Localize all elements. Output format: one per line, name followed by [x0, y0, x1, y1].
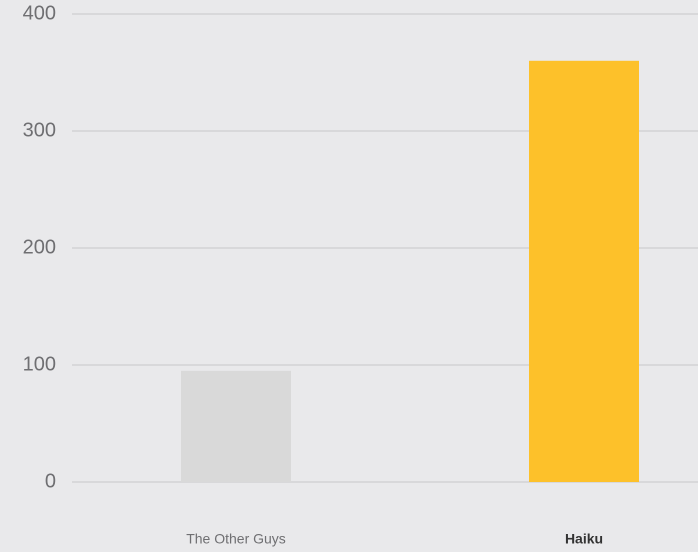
x-tick-label: Haiku: [565, 531, 603, 547]
y-tick-label: 100: [23, 353, 56, 375]
bar: [529, 60, 639, 483]
x-tick-label: The Other Guys: [186, 531, 286, 547]
y-tick-label: 200: [23, 236, 56, 258]
y-tick-label: 300: [23, 119, 56, 141]
bar: [181, 370, 291, 482]
y-tick-label: 400: [23, 2, 56, 24]
y-tick-label: 0: [45, 470, 56, 492]
